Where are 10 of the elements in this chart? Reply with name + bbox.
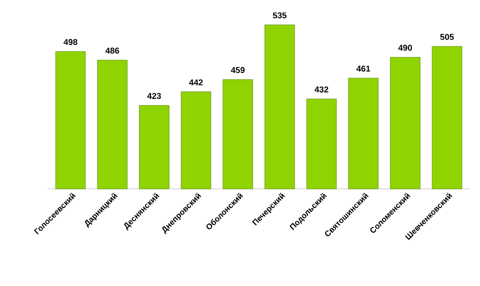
data-label: 432: [314, 86, 328, 92]
data-label: 535: [272, 12, 287, 18]
data-label: 461: [356, 65, 370, 72]
data-label: 459: [230, 66, 245, 73]
data-label: 486: [105, 47, 120, 54]
data-label: 505: [440, 34, 454, 40]
data-label: 498: [64, 38, 78, 45]
data-label: 423: [147, 92, 161, 99]
data-label: 442: [189, 79, 203, 86]
data-label: 490: [398, 44, 412, 51]
